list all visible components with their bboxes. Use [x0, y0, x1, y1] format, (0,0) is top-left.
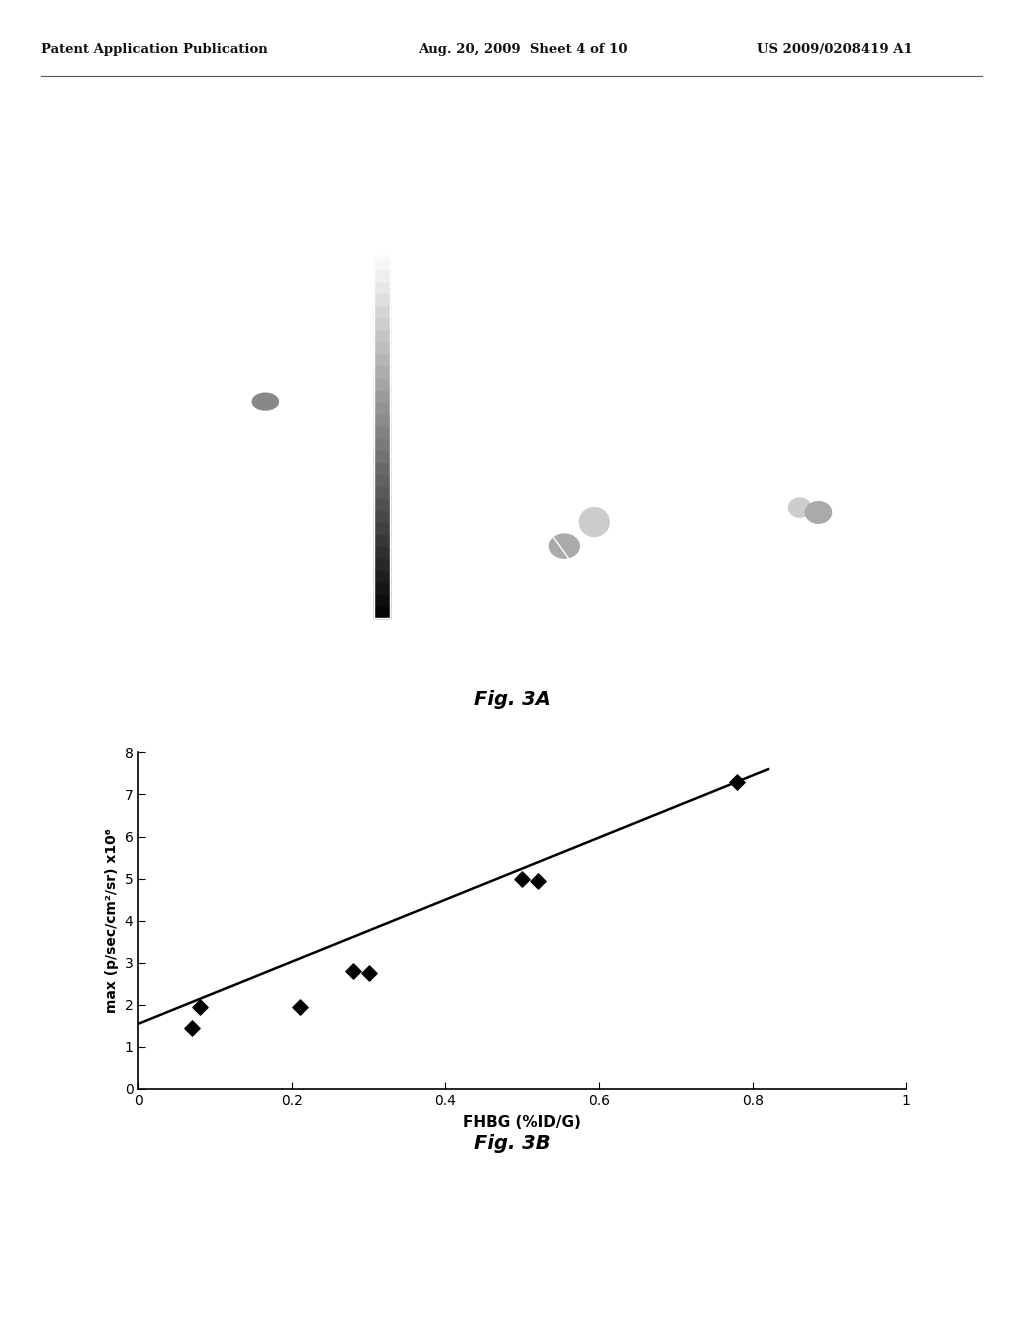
Text: 2.7: 2.7: [657, 503, 675, 512]
Bar: [374, 437, 390, 450]
Text: A: A: [437, 409, 447, 424]
Text: Fig. 3B: Fig. 3B: [474, 1134, 550, 1152]
Ellipse shape: [798, 302, 839, 338]
Bar: [374, 305, 390, 317]
Point: [184, 1018, 201, 1039]
Ellipse shape: [712, 338, 745, 370]
Point: [529, 870, 546, 891]
Text: A.: A.: [145, 205, 169, 223]
Ellipse shape: [213, 276, 333, 556]
Ellipse shape: [162, 259, 250, 351]
Bar: [374, 425, 390, 438]
Ellipse shape: [557, 494, 594, 532]
Bar: [374, 569, 390, 582]
Text: (FHBG)%ID/g (FDG): (FHBG)%ID/g (FDG): [589, 206, 689, 216]
Ellipse shape: [713, 422, 744, 449]
Ellipse shape: [807, 461, 838, 487]
Point: [729, 771, 745, 792]
Point: [345, 961, 361, 982]
Bar: [374, 557, 390, 570]
Ellipse shape: [796, 411, 834, 441]
Bar: [374, 594, 390, 606]
Bar: [374, 449, 390, 462]
Text: A: A: [150, 409, 160, 424]
Ellipse shape: [788, 498, 811, 517]
Bar: [374, 413, 390, 425]
Ellipse shape: [804, 352, 848, 393]
Point: [514, 869, 530, 890]
Bar: [374, 581, 390, 594]
Bar: [374, 545, 390, 558]
Bar: [374, 533, 390, 546]
Bar: [374, 280, 390, 293]
Bar: [374, 341, 390, 354]
Text: 0.4: 0.4: [604, 503, 621, 512]
Ellipse shape: [580, 508, 609, 536]
Bar: [374, 498, 390, 510]
Bar: [374, 329, 390, 342]
Bar: [374, 521, 390, 535]
Text: Aug. 20, 2009  Sheet 4 of 10: Aug. 20, 2009 Sheet 4 of 10: [418, 44, 628, 55]
Text: GI: GI: [632, 634, 646, 647]
Text: FDG: FDG: [769, 205, 808, 222]
Ellipse shape: [549, 535, 580, 558]
Bar: [374, 364, 390, 378]
Point: [360, 962, 377, 983]
Text: FHBG: FHBG: [471, 205, 523, 222]
Bar: [374, 268, 390, 281]
Bar: [374, 484, 390, 498]
Text: 1x10⁵: 1x10⁵: [403, 541, 430, 550]
Text: B: B: [362, 409, 373, 424]
Text: 0.8: 0.8: [604, 425, 621, 436]
Ellipse shape: [284, 220, 322, 246]
X-axis label: FHBG (%ID/G): FHBG (%ID/G): [463, 1115, 582, 1130]
Ellipse shape: [806, 502, 831, 523]
Text: 3x10⁵: 3x10⁵: [403, 368, 430, 378]
Text: 4: 4: [613, 264, 621, 273]
Bar: [374, 473, 390, 486]
Ellipse shape: [454, 399, 496, 433]
Ellipse shape: [284, 519, 337, 622]
Text: US 2009/0208419 A1: US 2009/0208419 A1: [757, 44, 912, 55]
Text: Fig. 3A: Fig. 3A: [473, 690, 551, 709]
Bar: [374, 376, 390, 389]
Text: 0.8: 0.8: [657, 572, 674, 582]
Point: [191, 997, 208, 1018]
Bar: [374, 256, 390, 269]
Text: 4.1: 4.1: [657, 425, 675, 436]
Text: Coelenterazine: Coelenterazine: [236, 205, 377, 222]
Text: Day 9: Day 9: [764, 632, 813, 647]
Point: [291, 997, 307, 1018]
Text: Patent Application Publication: Patent Application Publication: [41, 44, 267, 55]
Ellipse shape: [560, 440, 613, 488]
Y-axis label: max (p/sec/cm²/sr) x10⁶: max (p/sec/cm²/sr) x10⁶: [104, 828, 119, 1014]
Ellipse shape: [312, 289, 383, 370]
Ellipse shape: [236, 214, 326, 301]
Text: 0: 0: [614, 572, 621, 582]
Bar: [374, 388, 390, 401]
Text: 1.1: 1.1: [604, 360, 621, 370]
Bar: [374, 606, 390, 618]
Text: p/s/cm²/sr: p/s/cm²/sr: [357, 240, 407, 249]
Ellipse shape: [252, 393, 279, 411]
Ellipse shape: [711, 384, 739, 409]
Bar: [374, 352, 390, 366]
Bar: [374, 257, 390, 618]
Text: 5.7: 5.7: [657, 360, 675, 370]
Bar: [374, 510, 390, 521]
Bar: [374, 461, 390, 474]
Text: 4x10⁵: 4x10⁵: [403, 289, 430, 298]
Text: B: B: [856, 409, 866, 424]
Text: 2x10⁵: 2x10⁵: [403, 451, 430, 461]
Bar: [374, 317, 390, 329]
Ellipse shape: [713, 463, 737, 484]
Text: 9.1: 9.1: [657, 264, 675, 273]
Bar: [374, 292, 390, 305]
Text: Day 4: Day 4: [241, 632, 290, 647]
Text: A: A: [702, 409, 714, 424]
Text: B: B: [549, 409, 560, 424]
Bar: [374, 401, 390, 413]
Ellipse shape: [202, 519, 254, 622]
Text: Day 8: Day 8: [487, 632, 537, 647]
